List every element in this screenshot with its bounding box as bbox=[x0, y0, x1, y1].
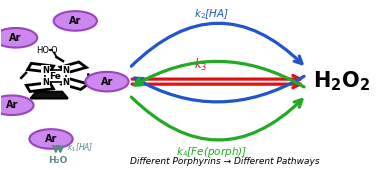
FancyArrowPatch shape bbox=[135, 61, 304, 87]
Circle shape bbox=[54, 11, 97, 31]
Polygon shape bbox=[60, 62, 86, 73]
Polygon shape bbox=[62, 79, 88, 89]
Text: $k_3$: $k_3$ bbox=[194, 57, 207, 73]
FancyArrowPatch shape bbox=[131, 23, 302, 66]
FancyArrowPatch shape bbox=[131, 97, 302, 140]
Polygon shape bbox=[31, 92, 68, 98]
FancyArrowPatch shape bbox=[135, 76, 304, 102]
Text: N: N bbox=[42, 66, 49, 75]
Text: Ar: Ar bbox=[9, 33, 22, 43]
Text: HO: HO bbox=[36, 46, 49, 55]
Text: N: N bbox=[62, 78, 70, 87]
Text: $k_2$[HA]: $k_2$[HA] bbox=[194, 7, 229, 21]
Text: N: N bbox=[42, 78, 49, 87]
Text: $\mathbf{H_2O_2}$: $\mathbf{H_2O_2}$ bbox=[313, 70, 370, 94]
Text: $k_1$[HA]: $k_1$[HA] bbox=[67, 142, 94, 155]
Circle shape bbox=[85, 72, 129, 91]
Text: Fe: Fe bbox=[50, 72, 62, 81]
Text: Ar: Ar bbox=[101, 77, 113, 87]
Text: Ar: Ar bbox=[45, 134, 57, 144]
Text: $k_4$[Fe(porph)]: $k_4$[Fe(porph)] bbox=[176, 146, 247, 159]
Circle shape bbox=[0, 95, 34, 115]
Circle shape bbox=[29, 129, 73, 149]
Text: Ar: Ar bbox=[69, 16, 81, 26]
Circle shape bbox=[0, 28, 37, 48]
Text: O: O bbox=[51, 46, 57, 55]
Polygon shape bbox=[26, 82, 53, 91]
Text: N: N bbox=[62, 66, 70, 75]
Text: H₂O: H₂O bbox=[48, 156, 68, 165]
Polygon shape bbox=[28, 63, 54, 72]
Text: Ar: Ar bbox=[6, 100, 18, 110]
Text: Different Porphyrins → Different Pathways: Different Porphyrins → Different Pathway… bbox=[130, 157, 319, 166]
